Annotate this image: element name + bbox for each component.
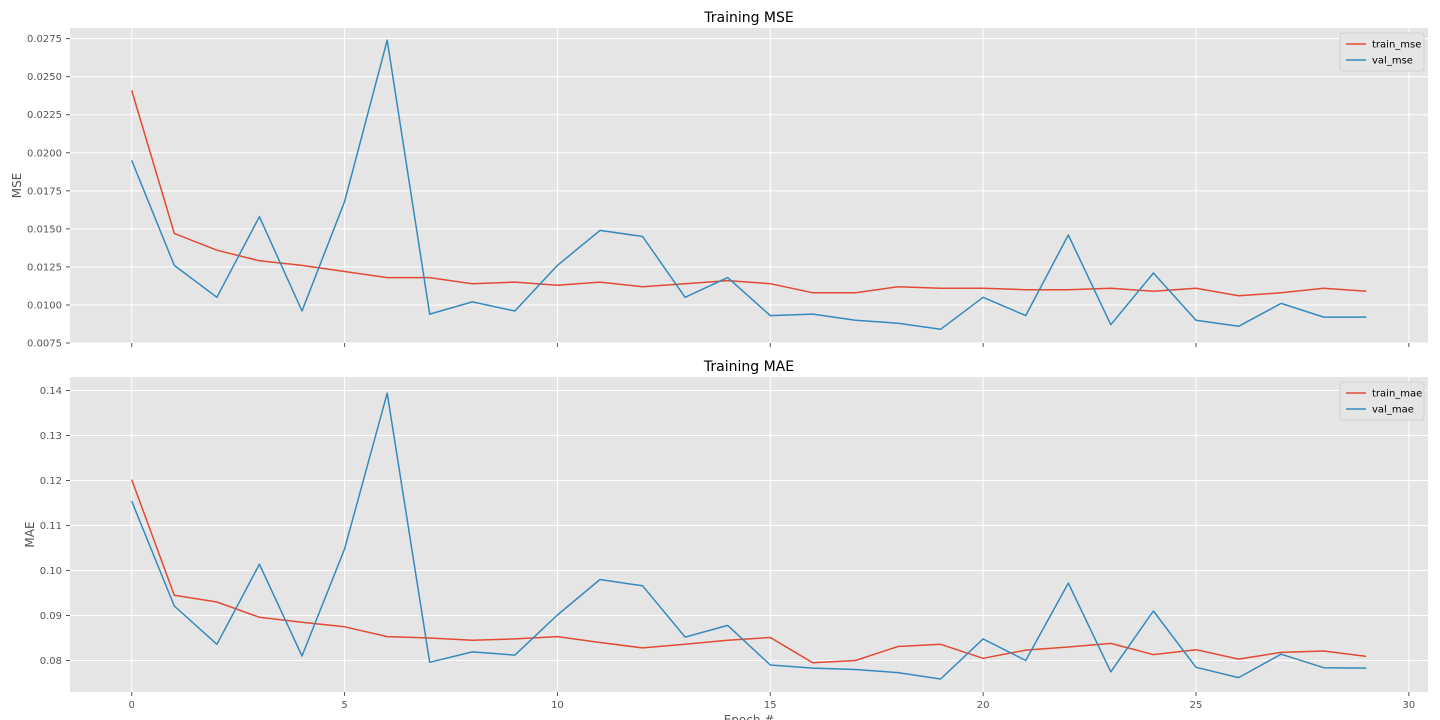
chart-title: Training MAE [703, 359, 794, 375]
x-tick-label: 15 [764, 700, 777, 711]
y-tick-label: 0.0200 [27, 148, 62, 159]
series-line-train_mse [130, 90, 1367, 297]
series-line-val_mse [131, 39, 1367, 331]
chart-panel-1: 0.0075 0.0100 0.0125 0.0150 0.0175 0.0200 0.02… [10, 10, 1428, 350]
y-tick-label: 0.0275 [27, 34, 62, 45]
y-axis-label: MSE [10, 173, 24, 199]
legend: train_mae val_mae [1339, 381, 1425, 421]
x-tick-label: 10 [551, 700, 564, 711]
legend: train_mse val_mse [1339, 32, 1425, 72]
series-line-train_mae [130, 479, 1367, 664]
y-tick-label: 0.0150 [27, 224, 62, 235]
y-tick-label: 0.0175 [27, 186, 62, 197]
y-tick-label: 0.13 [40, 431, 62, 442]
y-tick-label: 0.0075 [27, 339, 62, 350]
y-tick-label: 0.08 [40, 656, 62, 667]
chart-title: Training MSE [703, 10, 794, 26]
y-tick-label: 0.0100 [27, 300, 62, 311]
y-tick-label: 0.0125 [27, 262, 62, 273]
y-tick-label: 0.10 [40, 566, 62, 577]
legend-label: val_mae [1372, 405, 1414, 416]
x-tick-label: 5 [341, 700, 347, 711]
x-tick-label: 25 [1190, 700, 1203, 711]
plot-area [70, 28, 1428, 343]
x-tick-label: 20 [977, 700, 990, 711]
y-tick-label: 0.0225 [27, 110, 62, 121]
x-tick-label: 30 [1402, 700, 1415, 711]
y-tick-label: 0.0250 [27, 72, 62, 83]
y-tick-label: 0.12 [40, 476, 62, 487]
y-tick-label: 0.14 [40, 386, 62, 397]
y-tick-label: 0.11 [40, 521, 62, 532]
legend-box [1339, 381, 1425, 421]
legend-label: train_mae [1372, 389, 1422, 400]
x-tick-label: 0 [129, 700, 135, 711]
legend-box [1339, 32, 1425, 72]
series-line-val_mae [131, 392, 1367, 680]
y-tick-label: 0.09 [40, 611, 62, 622]
legend-label: train_mse [1372, 40, 1421, 51]
chart-panel-2: 0.08 0.09 0.10 0.11 0.12 0.13 0.14 0 5 10 15 20 25 30… [23, 359, 1428, 720]
legend-label: val_mse [1372, 56, 1413, 67]
y-axis-label: MAE [23, 521, 37, 547]
x-axis-label: Epoch # [724, 713, 775, 720]
